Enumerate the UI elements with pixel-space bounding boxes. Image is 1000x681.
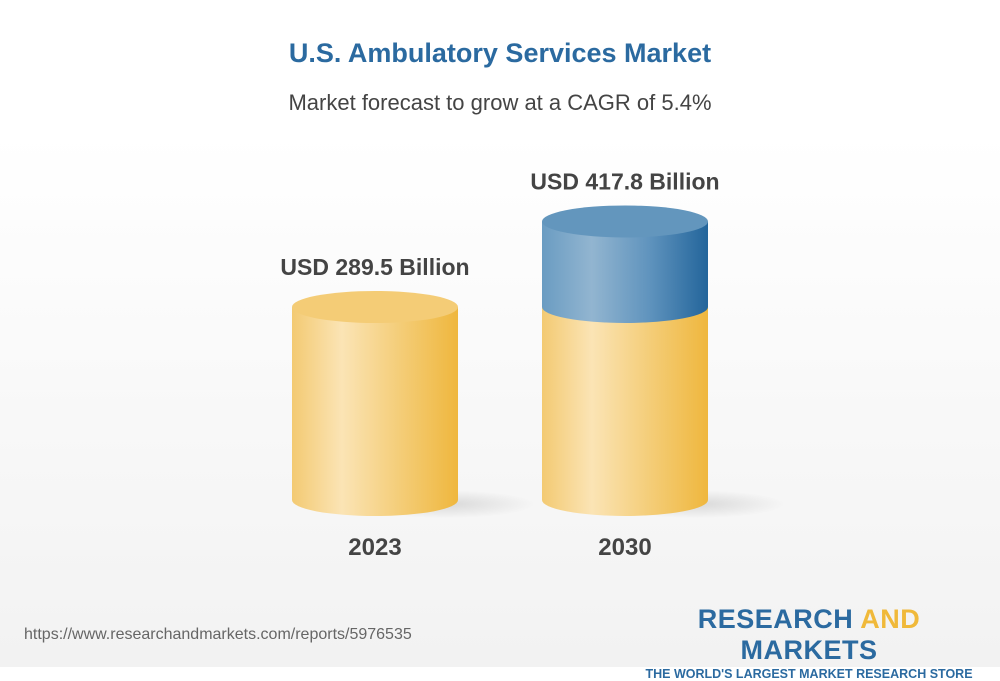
chart-title: U.S. Ambulatory Services Market — [288, 38, 712, 68]
logo-tagline: THE WORLD'S LARGEST MARKET RESEARCH STOR… — [645, 667, 973, 681]
chart-subtitle: Market forecast to grow at a CAGR of 5.4… — [288, 90, 712, 115]
logo-text-and: AND — [860, 604, 921, 634]
value-label: USD 289.5 Billion — [280, 254, 469, 280]
source-url[interactable]: https://www.researchandmarkets.com/repor… — [24, 626, 412, 643]
category-label: 2023 — [348, 534, 401, 561]
logo-text-2: MARKETS — [740, 635, 878, 665]
logo-text-1: RESEARCH — [697, 604, 861, 634]
category-label: 2030 — [598, 534, 651, 561]
cylinder-growth-2030 — [542, 221, 708, 323]
research-and-markets-logo: RESEARCH AND MARKETS THE WORLD'S LARGEST… — [640, 604, 978, 681]
cylinder-body-2023 — [292, 307, 458, 516]
cylinder-top-2023 — [292, 291, 458, 323]
cylinder-top-2030 — [542, 205, 708, 238]
cylinder-chart: USD 289.5 Billion 2023 USD 417.8 Billion 20… — [280, 168, 785, 561]
value-label: USD 417.8 Billion — [530, 168, 719, 194]
cylinder-body-2030 — [542, 307, 708, 516]
